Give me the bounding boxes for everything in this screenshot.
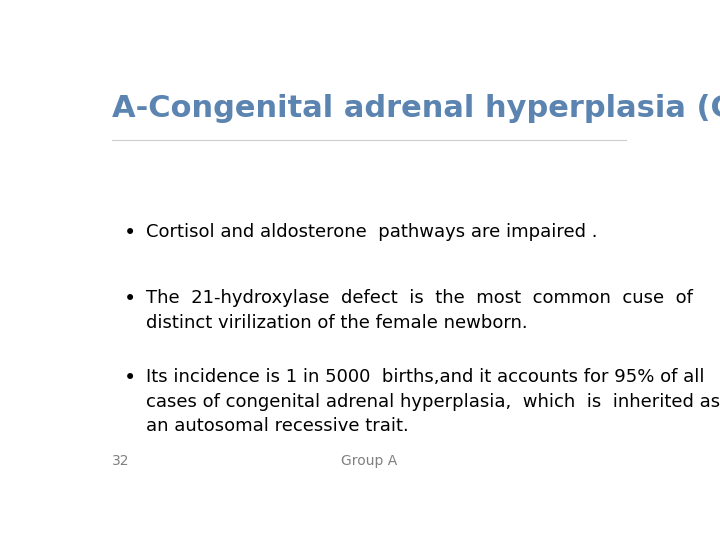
- Text: •: •: [124, 289, 136, 309]
- Text: Cortisol and aldosterone  pathways are impaired .: Cortisol and aldosterone pathways are im…: [145, 223, 598, 241]
- Text: •: •: [124, 368, 136, 388]
- Text: A-Congenital adrenal hyperplasia (CAH): A-Congenital adrenal hyperplasia (CAH): [112, 94, 720, 123]
- Text: 32: 32: [112, 454, 130, 468]
- Text: The  21-hydroxylase  defect  is  the  most  common  cuse  of
distinct virilizati: The 21-hydroxylase defect is the most co…: [145, 289, 693, 332]
- Text: Group A: Group A: [341, 454, 397, 468]
- Text: •: •: [124, 223, 136, 243]
- Text: Its incidence is 1 in 5000  births,and it accounts for 95% of all
cases of conge: Its incidence is 1 in 5000 births,and it…: [145, 368, 720, 435]
